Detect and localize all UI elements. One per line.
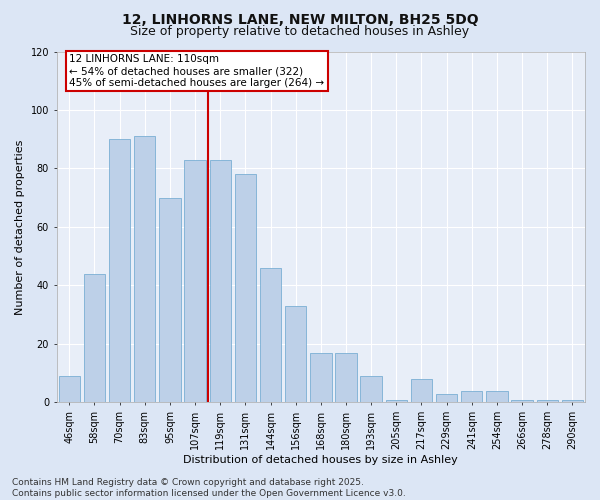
Bar (562, 400, 583, 402)
Bar (159, 198, 181, 402)
Bar (285, 306, 307, 402)
Bar (335, 352, 356, 403)
Bar (184, 160, 206, 402)
Text: 12 LINHORNS LANE: 110sqm
← 54% of detached houses are smaller (322)
45% of semi-: 12 LINHORNS LANE: 110sqm ← 54% of detach… (69, 54, 325, 88)
Bar (411, 379, 432, 402)
Bar (109, 139, 130, 402)
Bar (511, 400, 533, 402)
Bar (209, 160, 231, 402)
Bar (84, 274, 105, 402)
Bar (59, 376, 80, 402)
Text: Contains HM Land Registry data © Crown copyright and database right 2025.
Contai: Contains HM Land Registry data © Crown c… (12, 478, 406, 498)
Text: 12, LINHORNS LANE, NEW MILTON, BH25 5DQ: 12, LINHORNS LANE, NEW MILTON, BH25 5DQ (122, 12, 478, 26)
Bar (361, 376, 382, 402)
Bar (310, 352, 332, 403)
X-axis label: Distribution of detached houses by size in Ashley: Distribution of detached houses by size … (184, 455, 458, 465)
Bar (386, 400, 407, 402)
Bar (536, 400, 558, 402)
Text: Size of property relative to detached houses in Ashley: Size of property relative to detached ho… (130, 25, 470, 38)
Bar (461, 390, 482, 402)
Bar (436, 394, 457, 402)
Bar (134, 136, 155, 402)
Bar (260, 268, 281, 402)
Y-axis label: Number of detached properties: Number of detached properties (15, 140, 25, 314)
Bar (486, 390, 508, 402)
Bar (235, 174, 256, 402)
